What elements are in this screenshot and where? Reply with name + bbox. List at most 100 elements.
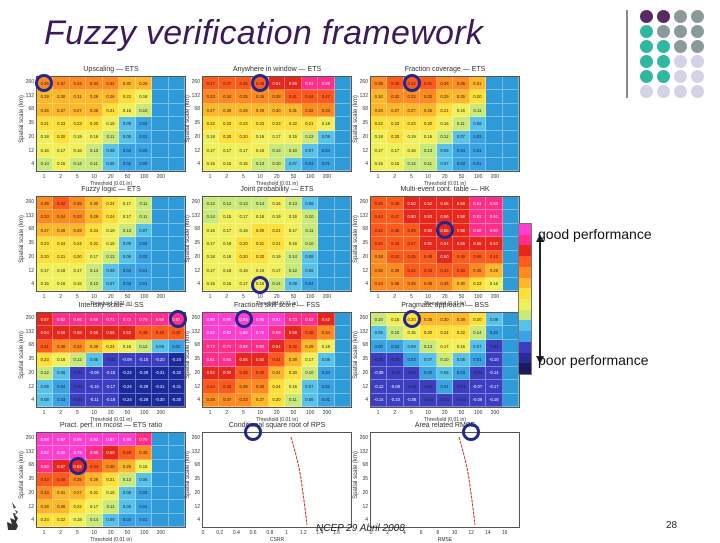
- heatmap-cell: [152, 446, 169, 460]
- decorative-dot: [640, 70, 653, 83]
- heatmap-cell: 0.20: [469, 90, 487, 104]
- heatmap-cell: [502, 197, 519, 211]
- heatmap-panel: Fractions skill score — FSS Spatial scale…: [185, 302, 352, 423]
- heatmap-cell: 0.69: [86, 313, 103, 327]
- heatmap-cell: 0.18: [69, 513, 87, 527]
- x-tick: 50: [124, 174, 131, 180]
- heatmap-cell: 0.50: [403, 197, 421, 211]
- decorative-dot: [657, 85, 670, 98]
- decorative-dot: [657, 70, 670, 83]
- y-tick: 132: [191, 212, 200, 219]
- heatmap-cell: 0.50: [252, 353, 269, 367]
- heatmap-cell: 0.61: [469, 197, 487, 211]
- heatmap-cell: -0.06: [403, 393, 421, 407]
- heatmap-cell: -0.01: [436, 393, 454, 407]
- y-tick: 260: [191, 315, 200, 321]
- x-axis-label: Threshold (0.01 in): [256, 181, 298, 187]
- y-tick: 260: [191, 199, 200, 205]
- y-tick: 68: [28, 342, 34, 349]
- heatmap-cell: 0.33: [252, 380, 269, 394]
- arrow-up-icon: [536, 234, 544, 242]
- heatmap-cell: [486, 157, 503, 171]
- x-axis-label: Threshold (0.01 in): [90, 181, 132, 187]
- y-tick: 260: [25, 435, 34, 441]
- heatmap-cell: 0.01: [135, 277, 153, 291]
- heatmap-cell: 0.17: [219, 144, 236, 158]
- heatmap-cell: 0.12: [86, 277, 103, 291]
- heatmap-cell: 0.07: [135, 223, 153, 238]
- color-scale-segment: [519, 320, 531, 332]
- heatmap-cell: 0.29: [86, 473, 103, 487]
- heatmap-cell: [502, 366, 519, 381]
- heatmap-cell: 0.20: [420, 117, 437, 131]
- y-tick: 68: [362, 226, 368, 233]
- heatmap-cell: [152, 264, 169, 278]
- heatmap-cell: 0.16: [420, 130, 437, 145]
- heatmap-cell: -0.01: [453, 380, 470, 394]
- decorative-dot: [657, 25, 670, 38]
- heatmap-cell: [502, 90, 519, 104]
- heatmap-cell: 0.15: [387, 157, 404, 171]
- heatmap-cell: [152, 486, 169, 501]
- heatmap-cell: 0.19: [268, 250, 286, 265]
- heatmap-cell: 0.12: [301, 130, 319, 145]
- heatmap-cell: 0.19: [219, 237, 236, 251]
- heatmap-cell: 0.58: [285, 326, 302, 340]
- heatmap-cell: [168, 250, 185, 265]
- heatmap-grid: 0.12 0.12 0.13 0.14 0.15 0.13 0.08 0.14 0.15 0.17…: [202, 196, 352, 292]
- highlight-circle: [234, 309, 253, 328]
- heatmap-cell: 0.52: [203, 366, 220, 381]
- y-tick: 4: [197, 281, 200, 288]
- heatmap-cell: 0.13: [119, 473, 136, 487]
- x-tick: 20: [108, 174, 114, 180]
- heatmap-cell: 0.76: [252, 326, 269, 340]
- decorative-dot: [691, 55, 704, 68]
- x-tick: 1: [285, 530, 288, 536]
- heatmap-cell: 0.45: [301, 326, 319, 340]
- heatmap-cell: 0.03: [119, 144, 136, 158]
- x-tick: 20: [442, 174, 448, 180]
- y-tick: 35: [28, 240, 34, 247]
- performance-arrow: [539, 241, 541, 358]
- heatmap-cell: 0.04: [119, 264, 136, 278]
- heatmap-cell: 0.90: [203, 313, 220, 327]
- heatmap-cell: 0.06: [135, 473, 153, 487]
- heatmap-cell: [334, 197, 351, 211]
- heatmap-cell: 0.46: [235, 366, 253, 381]
- heatmap-cell: -0.10: [387, 393, 404, 407]
- x-tick: 5: [410, 174, 413, 180]
- heatmap-cell: [168, 77, 185, 91]
- x-tick: 2: [59, 294, 63, 300]
- color-scale-segment: [519, 299, 531, 310]
- heatmap-cell: 0.34: [53, 210, 70, 224]
- heatmap-cell: [502, 353, 519, 367]
- heatmap-cell: [168, 264, 185, 278]
- panel-title: Upscaling — ETS: [83, 66, 139, 73]
- x-axis-label: RMSE: [437, 537, 453, 543]
- heatmap-cell: 0.17: [285, 223, 302, 238]
- heatmap-cell: [502, 339, 519, 354]
- x-tick: 200: [490, 174, 500, 180]
- heatmap-cell: 0.24: [69, 237, 87, 251]
- heatmap-cell: 0.23: [403, 117, 421, 131]
- heatmap-cell: 0.52: [318, 313, 335, 327]
- heatmap-cell: 0.12: [203, 197, 220, 211]
- y-tick: 260: [359, 199, 368, 205]
- x-tick: 10: [425, 294, 431, 300]
- heatmap-cell: 0.00: [135, 144, 153, 158]
- heatmap-cell: [168, 117, 185, 131]
- heatmap-cell: 0.25: [86, 103, 103, 118]
- heatmap-cell: 0.58: [453, 197, 470, 211]
- heatmap-cell: 0.25: [37, 103, 54, 118]
- y-tick: 20: [194, 253, 200, 260]
- heatmap-cell: -0.15: [102, 366, 120, 381]
- curve-panel: Area related RMSE Spatial scale (km) 260 13…: [353, 422, 520, 543]
- heatmap-cell: 0.17: [203, 264, 220, 278]
- heatmap-grid: 0.38 0.40 0.42 0.41 0.39 0.36 0.31 0.30 0.32 0.33…: [370, 76, 520, 172]
- heatmap-cell: 0.33: [403, 90, 421, 104]
- y-tick: 12: [194, 503, 200, 510]
- heatmap-cell: 0.55: [436, 197, 454, 211]
- heatmap-cell: [152, 277, 169, 291]
- institution-logo: [7, 502, 18, 530]
- heatmap-cell: 0.16: [453, 103, 470, 118]
